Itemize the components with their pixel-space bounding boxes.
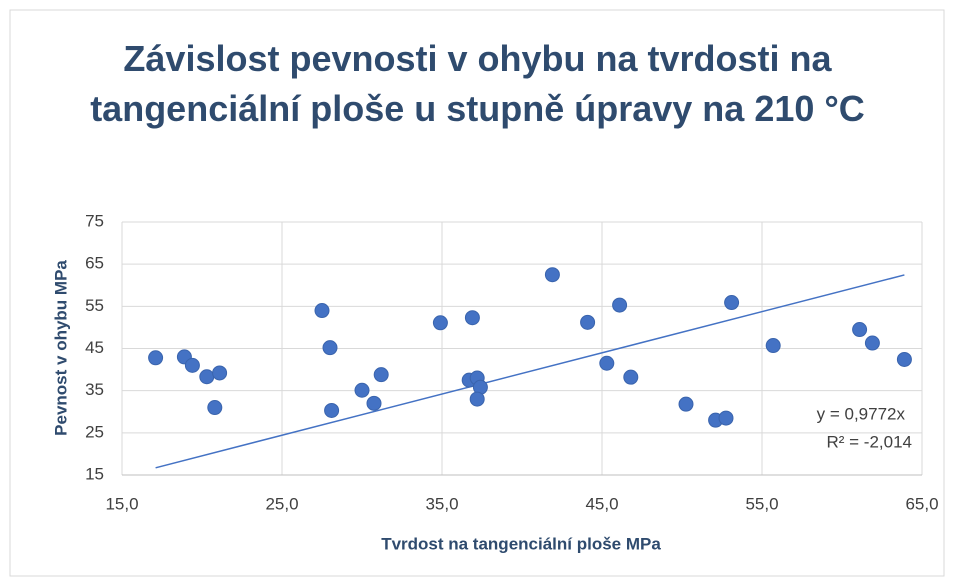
y-tick-label: 75	[85, 211, 104, 230]
x-tick-label: 35,0	[425, 494, 458, 513]
data-point	[718, 410, 734, 426]
data-point	[544, 267, 560, 283]
data-point	[322, 340, 338, 356]
y-tick-label: 35	[85, 380, 104, 399]
data-point	[354, 382, 370, 398]
data-point	[324, 402, 340, 418]
data-point	[852, 322, 868, 338]
x-tick-label: 55,0	[745, 494, 778, 513]
chart-border	[9, 9, 945, 577]
data-point	[464, 310, 480, 326]
data-point	[896, 351, 912, 367]
data-point	[199, 369, 215, 385]
data-point	[623, 369, 639, 385]
y-tick-label: 15	[85, 464, 104, 483]
data-point	[373, 367, 389, 383]
y-tick-label: 55	[85, 296, 104, 315]
x-tick-label: 65,0	[905, 494, 938, 513]
data-point	[207, 400, 223, 416]
x-axis-title: Tvrdost na tangenciální ploše MPa	[381, 534, 661, 553]
x-tick-label: 25,0	[265, 494, 298, 513]
y-axis-title: Pevnost v ohybu MPa	[51, 260, 70, 436]
x-tick-label: 15,0	[105, 494, 138, 513]
data-point	[612, 297, 628, 313]
data-point	[724, 295, 740, 311]
x-tick-label: 45,0	[585, 494, 618, 513]
y-tick-label: 65	[85, 254, 104, 273]
data-point	[469, 391, 485, 407]
y-tick-label: 45	[85, 338, 104, 357]
data-point	[212, 365, 228, 381]
data-point	[599, 355, 615, 371]
data-point	[765, 338, 781, 354]
chart-title: Závislost pevnosti v ohybu na tvrdosti n…	[90, 38, 865, 129]
data-point	[184, 357, 200, 373]
trendline-equation: y = 0,9772x	[817, 404, 906, 423]
y-tick-label: 25	[85, 422, 104, 441]
trendline	[155, 274, 905, 469]
data-point	[580, 314, 596, 330]
trendline-r2: R² = -2,014	[826, 432, 912, 451]
data-point	[432, 315, 448, 331]
data-point	[864, 335, 880, 351]
data-point	[314, 303, 330, 319]
data-point	[678, 396, 694, 412]
data-point	[366, 395, 382, 411]
data-point	[148, 350, 164, 366]
